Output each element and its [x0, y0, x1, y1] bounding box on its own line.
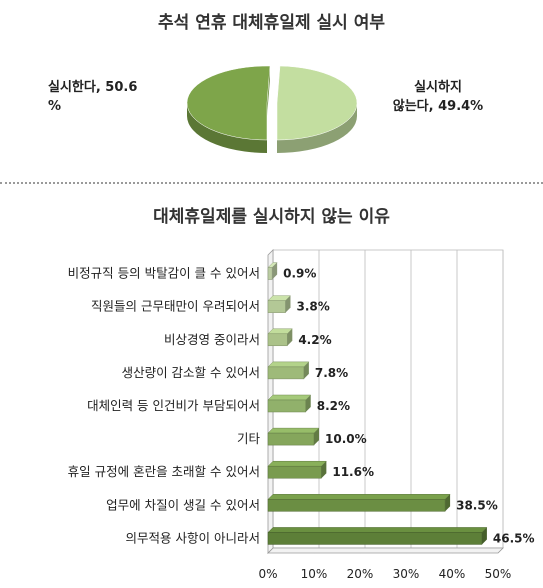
bar: [267, 432, 315, 446]
bar: [267, 333, 288, 347]
x-tick-label: 50%: [485, 567, 512, 581]
category-label: 기타: [237, 431, 261, 446]
pie-chart-title: 추석 연휴 대체휴일제 실시 여부: [158, 13, 385, 33]
x-tick-label: 30%: [393, 567, 420, 581]
data-label: 38.5%: [456, 498, 498, 512]
bar-end: [272, 262, 278, 280]
data-label: 7.8%: [315, 366, 348, 380]
bar: [267, 366, 305, 380]
x-tick-label: 20%: [347, 567, 374, 581]
category-label: 비정규직 등의 박탈감이 클 수 있어서: [68, 266, 260, 281]
x-tick-label: 10%: [301, 567, 328, 581]
bar-end: [287, 328, 293, 346]
pie-slice-side: [277, 103, 357, 153]
category-label: 비상경영 중이라서: [164, 332, 260, 347]
data-label: 4.2%: [298, 333, 331, 347]
pie-slice-face: [267, 66, 271, 116]
bar-end: [314, 428, 319, 446]
pie-slice: [276, 65, 358, 141]
pie-slice: [186, 65, 271, 141]
bar-top: [267, 427, 320, 434]
x-tick-label: 0%: [258, 567, 277, 581]
plot-floor: [267, 547, 504, 554]
category-label: 업무에 차질이 생길 수 있어서: [106, 497, 260, 512]
bar-top: [267, 460, 327, 467]
bar-top: [267, 527, 488, 533]
pie-label-not-implement: 실시하지 않는다, 49.4%: [392, 80, 484, 114]
bar-end: [303, 361, 309, 379]
bar: [267, 532, 483, 545]
bar-top: [267, 361, 310, 368]
bar: [267, 499, 446, 512]
data-label: 8.2%: [317, 399, 350, 413]
bar-end: [481, 527, 487, 545]
bar: [267, 300, 286, 313]
data-label: 11.6%: [332, 465, 374, 479]
category-label: 휴일 규정에 혼란을 초래할 수 있어서: [68, 464, 260, 479]
bar: [267, 465, 322, 479]
category-label: 생산량이 감소할 수 있어서: [122, 365, 260, 380]
data-label: 46.5%: [493, 531, 535, 545]
data-label: 10.0%: [325, 432, 367, 446]
category-label: 의무적용 사항이 아니라서: [126, 530, 260, 545]
bar: [267, 267, 273, 280]
category-label: 대체인력 등 인건비가 부담되어서: [87, 398, 260, 413]
x-tick-label: 40%: [439, 567, 466, 581]
bar: [267, 399, 306, 413]
pie-slice-side: [187, 103, 267, 153]
bar-top: [267, 494, 451, 500]
data-label: 0.9%: [283, 267, 316, 281]
bar-top: [267, 394, 312, 401]
data-label: 3.8%: [296, 300, 329, 314]
bar-end: [321, 461, 327, 479]
pie-label-implement: 실시한다, 50.6 %: [48, 80, 138, 114]
category-label: 직원들의 근무태만이 우려되어서: [91, 299, 260, 314]
bar-end: [305, 395, 311, 412]
bar-end: [285, 295, 291, 313]
bar-end: [445, 494, 451, 512]
section-divider: [0, 182, 543, 184]
bar-chart-title: 대체휴일제를 실시하지 않는 이유: [153, 207, 390, 227]
